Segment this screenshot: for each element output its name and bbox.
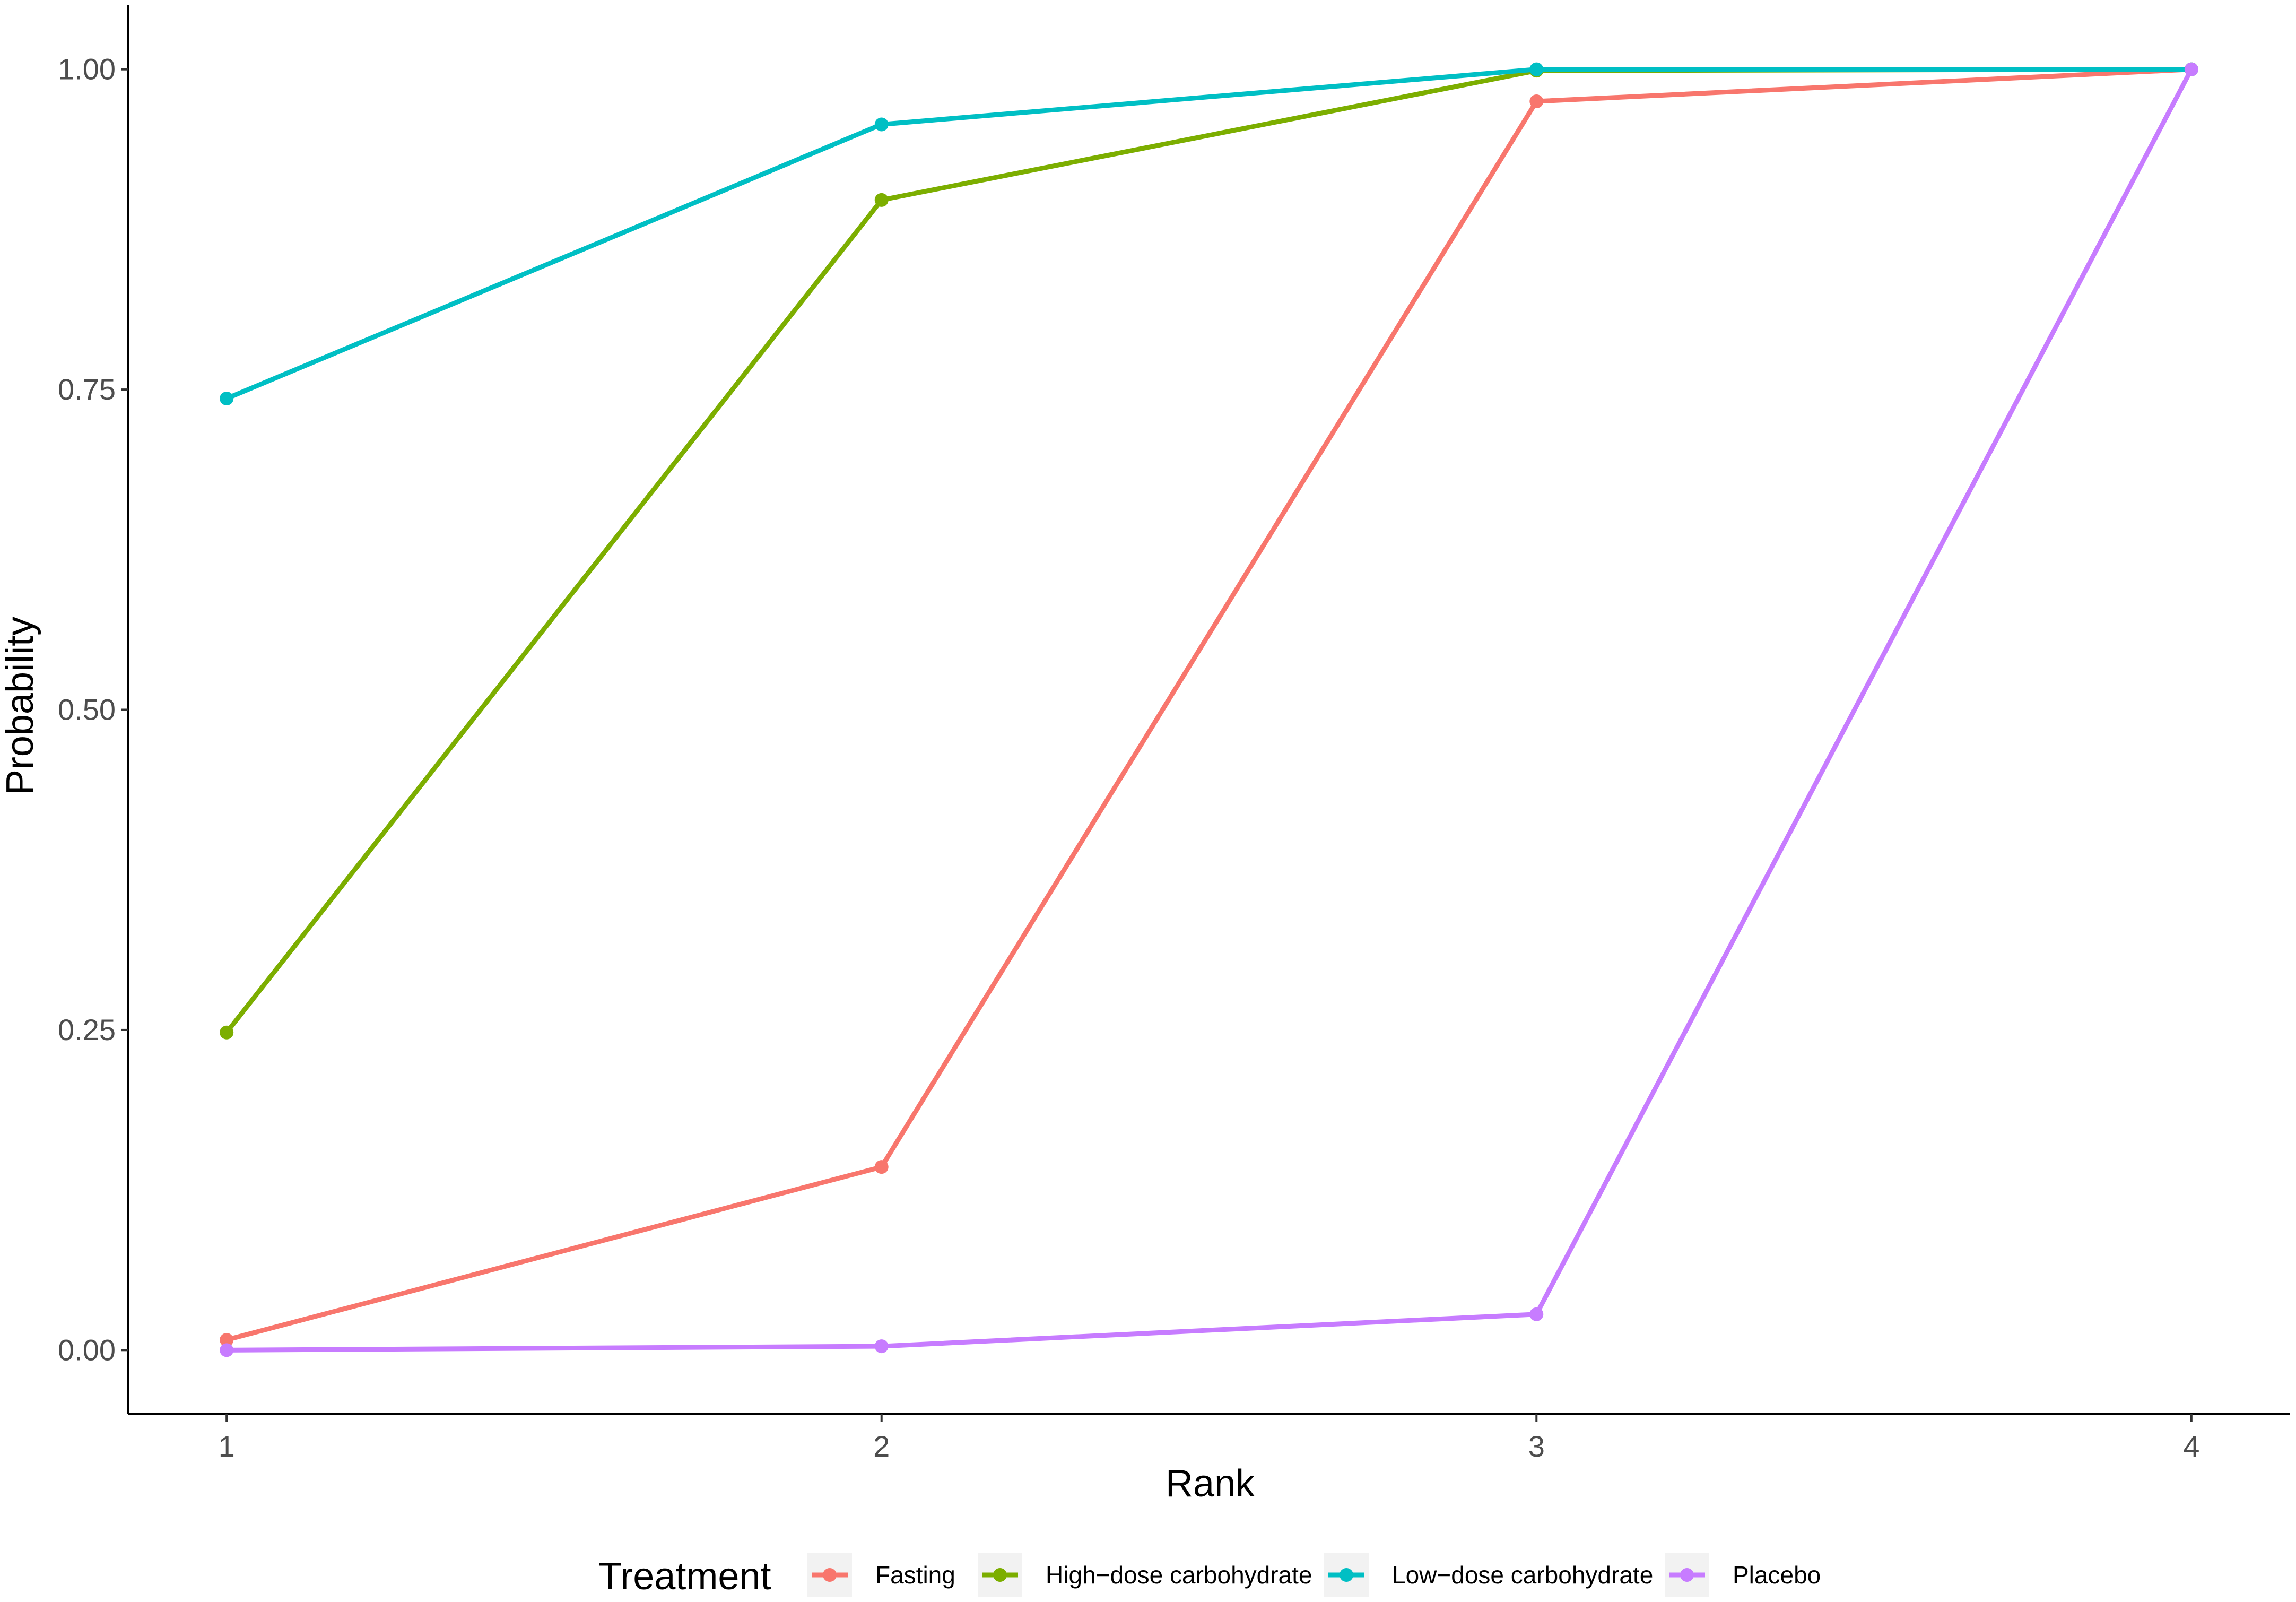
y-axis-title: Probability <box>0 617 41 795</box>
y-tick-label: 0.25 <box>58 1013 116 1046</box>
x-tick-label: 3 <box>1528 1430 1545 1463</box>
legend-item: Low−dose carbohydrate <box>1324 1553 1653 1597</box>
legend-label: Low−dose carbohydrate <box>1392 1561 1653 1589</box>
series-line <box>226 67 2192 1343</box>
legend: Treatment Fasting High−dose carbohydrate L… <box>598 1553 1821 1598</box>
legend-key-point <box>1680 1568 1694 1582</box>
x-tick-label: 4 <box>2183 1430 2199 1463</box>
y-tick-label: 0.00 <box>58 1333 116 1366</box>
axes: 0.00 0.25 0.50 0.75 1.00 1 2 3 4 <box>58 5 2290 1463</box>
series-0 <box>220 62 2198 1347</box>
data-point <box>220 1025 234 1040</box>
x-tick-label: 2 <box>873 1430 890 1463</box>
y-tick-label: 0.75 <box>58 373 116 406</box>
series-1 <box>220 62 2198 1040</box>
legend-key-point <box>993 1568 1007 1582</box>
legend-title: Treatment <box>598 1555 771 1598</box>
legend-item: Fasting <box>807 1553 955 1597</box>
series-line <box>225 67 2191 401</box>
legend-key-point <box>1340 1568 1353 1582</box>
series-2 <box>220 62 2198 405</box>
data-point <box>874 1160 889 1174</box>
x-tick-label: 1 <box>219 1430 235 1463</box>
data-point <box>2184 62 2198 76</box>
data-point <box>1529 62 1544 76</box>
legend-key-point <box>823 1568 837 1582</box>
legend-label: High−dose carbohydrate <box>1046 1561 1312 1589</box>
legend-label: Fasting <box>875 1561 955 1589</box>
series-line <box>224 67 2191 1034</box>
series-layer <box>220 62 2198 1357</box>
data-point <box>1529 1307 1544 1321</box>
data-point <box>874 117 889 132</box>
data-point <box>874 1339 889 1354</box>
legend-item: Placebo <box>1665 1553 1821 1597</box>
data-point <box>220 391 234 405</box>
data-point <box>220 1333 234 1347</box>
data-point <box>874 193 889 207</box>
y-tick-label: 1.00 <box>58 53 116 86</box>
y-tick-label: 0.50 <box>58 693 116 726</box>
legend-label: Placebo <box>1733 1561 1821 1589</box>
data-point <box>220 1343 234 1357</box>
x-axis-title: Rank <box>1166 1462 1255 1505</box>
series-line <box>227 68 2194 1353</box>
series-3 <box>220 62 2198 1357</box>
data-point <box>1529 94 1544 109</box>
legend-item: High−dose carbohydrate <box>978 1553 1312 1597</box>
